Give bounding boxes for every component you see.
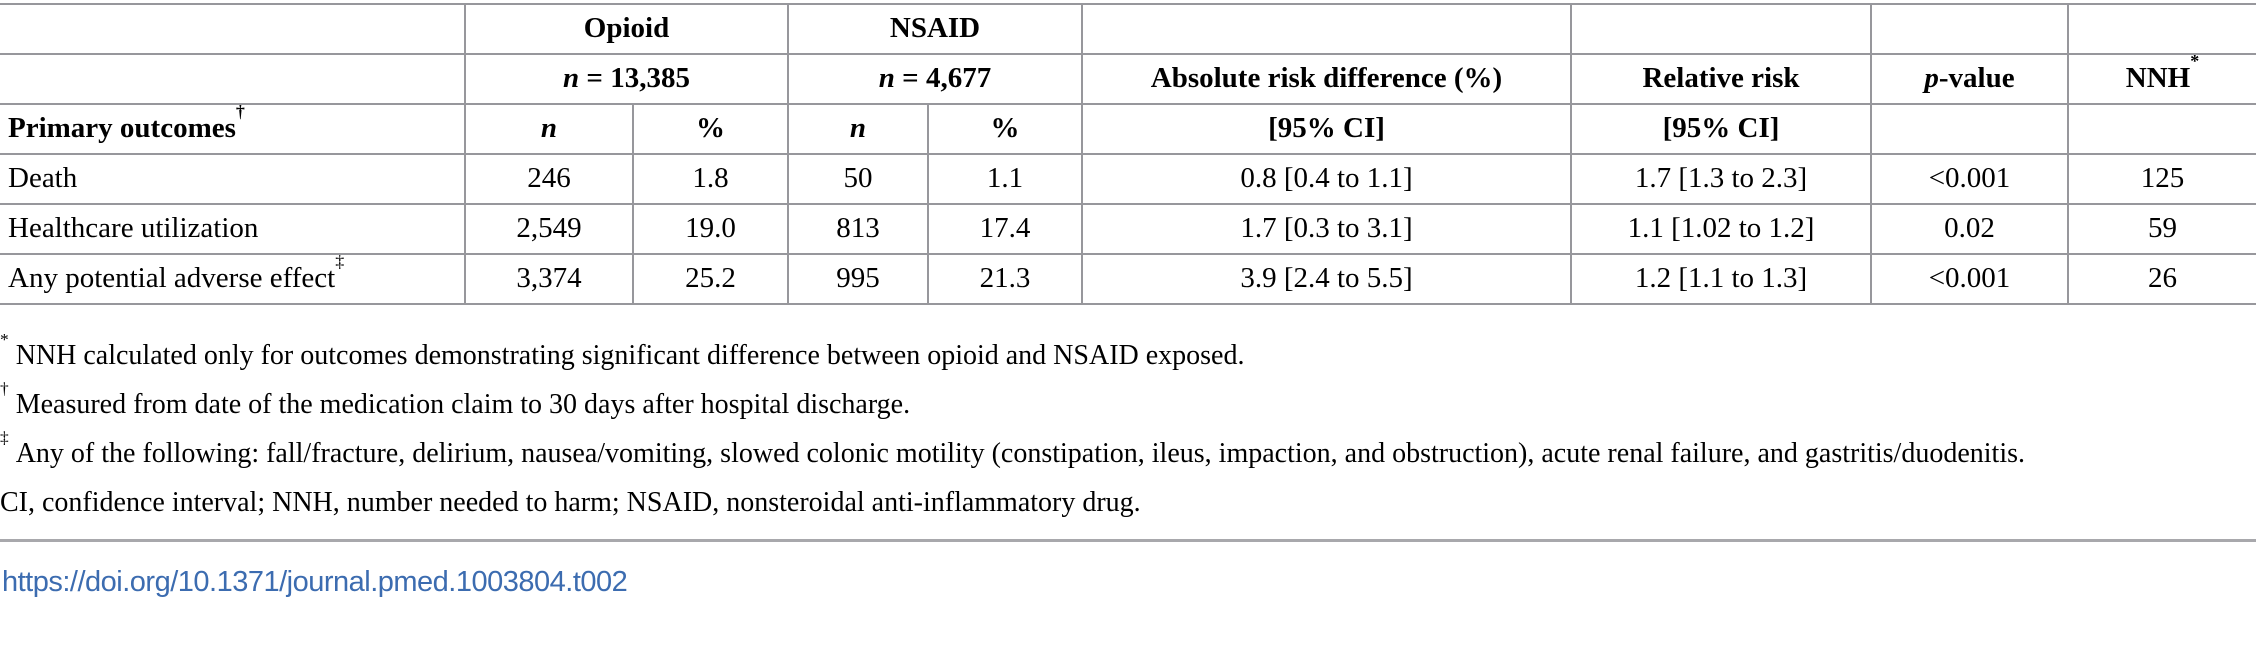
cell-nsaid-n: 50	[788, 154, 929, 205]
footnote-text: NNH calculated only for outcomes demonst…	[15, 340, 1245, 371]
cell-nsaid-n: 813	[788, 204, 929, 255]
n-symbol: n	[540, 112, 558, 145]
empty-cell	[1871, 104, 2069, 155]
cell-rr: 1.1 [1.02 to 1.2]	[1571, 204, 1872, 255]
footnote-text: CI, confidence interval; NNH, number nee…	[0, 487, 1141, 518]
cell-nsaid-n: 995	[788, 254, 929, 305]
divider-rule	[0, 539, 2256, 542]
outcome-label: Healthcare utilization	[0, 204, 466, 255]
cell-nsaid-pct: 21.3	[928, 254, 1083, 305]
footnote-text: Measured from date of the medication cla…	[15, 389, 911, 420]
table-row-death: Death 246 1.8 50 1.1 0.8 [0.4 to 1.1] 1.…	[0, 154, 2256, 205]
primary-outcomes-label: Primary outcomes	[8, 112, 236, 145]
rr-ci-subheader: [95% CI]	[1571, 104, 1872, 155]
footnote-nnh: * NNH calculated only for outcomes demons…	[0, 331, 2196, 380]
cell-opioid-pct: 1.8	[633, 154, 789, 205]
cell-ard: 1.7 [0.3 to 3.1]	[1082, 204, 1572, 255]
outcome-label-text: Any potential adverse effect	[8, 262, 336, 295]
footnote-measured: † Measured from date of the medication cl…	[0, 380, 2196, 429]
header-row-sub: Primary outcomes† n % n % [95% CI] [95% …	[0, 104, 2256, 155]
doi-link[interactable]: https://doi.org/10.1371/journal.pmed.100…	[2, 566, 628, 598]
outcome-label: Any potential adverse effect‡	[0, 254, 466, 305]
ard-ci-subheader: [95% CI]	[1082, 104, 1572, 155]
dagger-marker: †	[0, 379, 9, 398]
cell-nnh: 59	[2068, 204, 2256, 255]
cell-opioid-pct: 19.0	[633, 204, 789, 255]
outcomes-table: Opioid NSAID n = 13,385 n = 4,677 Absolu…	[0, 3, 2256, 305]
cell-rr: 1.7 [1.3 to 2.3]	[1571, 154, 1872, 205]
dagger-marker: †	[235, 104, 245, 121]
empty-cell	[2068, 4, 2256, 55]
nsaid-pct-subheader: %	[928, 104, 1083, 155]
footnote-text: Any of the following: fall/fracture, del…	[15, 438, 2025, 469]
footnotes-block: * NNH calculated only for outcomes demons…	[0, 331, 2256, 527]
outcome-label: Death	[0, 154, 466, 205]
opioid-pct-subheader: %	[633, 104, 789, 155]
cell-p-value: <0.001	[1871, 154, 2069, 205]
empty-cell	[1871, 4, 2069, 55]
outcome-label-text: Death	[8, 162, 78, 195]
cell-nnh: 125	[2068, 154, 2256, 205]
table-row-healthcare-utilization: Healthcare utilization 2,549 19.0 813 17…	[0, 204, 2256, 255]
double-dagger-marker: ‡	[0, 428, 9, 447]
n-symbol: n	[878, 62, 895, 95]
nsaid-n-value: = 4,677	[894, 62, 992, 95]
group-header-opioid: Opioid	[465, 4, 789, 55]
header-row-counts: n = 13,385 n = 4,677 Absolute risk diffe…	[0, 54, 2256, 105]
empty-cell	[1082, 4, 1572, 55]
cell-nsaid-pct: 1.1	[928, 154, 1083, 205]
group-header-nsaid: NSAID	[788, 4, 1083, 55]
n-symbol: n	[563, 62, 580, 95]
nnh-header: NNH*	[2068, 54, 2256, 105]
cell-opioid-n: 3,374	[465, 254, 634, 305]
header-row-groups: Opioid NSAID	[0, 4, 2256, 55]
cell-opioid-n: 246	[465, 154, 634, 205]
empty-cell	[1571, 4, 1872, 55]
opioid-n-header: n = 13,385	[465, 54, 789, 105]
nsaid-n-subheader: n	[788, 104, 929, 155]
asterisk-marker: *	[2190, 54, 2200, 71]
cell-rr: 1.2 [1.1 to 1.3]	[1571, 254, 1872, 305]
cell-nnh: 26	[2068, 254, 2256, 305]
empty-cell	[2068, 104, 2256, 155]
double-dagger-marker: ‡	[335, 254, 345, 271]
cell-nsaid-pct: 17.4	[928, 204, 1083, 255]
primary-outcomes-header: Primary outcomes†	[0, 104, 466, 155]
cell-ard: 3.9 [2.4 to 5.5]	[1082, 254, 1572, 305]
n-symbol: n	[849, 112, 867, 145]
empty-cell	[0, 54, 466, 105]
cell-ard: 0.8 [0.4 to 1.1]	[1082, 154, 1572, 205]
nnh-label: NNH	[2125, 62, 2191, 95]
p-value-header: p-value	[1871, 54, 2069, 105]
asterisk-marker: *	[0, 330, 9, 349]
opioid-n-value: = 13,385	[579, 62, 690, 95]
outcome-label-text: Healthcare utilization	[8, 212, 259, 245]
table-figure: Opioid NSAID n = 13,385 n = 4,677 Absolu…	[0, 3, 2256, 599]
cell-p-value: 0.02	[1871, 204, 2069, 255]
rr-header: Relative risk	[1571, 54, 1872, 105]
cell-p-value: <0.001	[1871, 254, 2069, 305]
table-row-adverse-effect: Any potential adverse effect‡ 3,374 25.2…	[0, 254, 2256, 305]
empty-cell	[0, 4, 466, 55]
cell-opioid-pct: 25.2	[633, 254, 789, 305]
opioid-n-subheader: n	[465, 104, 634, 155]
footnote-adverse-list: ‡ Any of the following: fall/fracture, de…	[0, 429, 2196, 478]
footnote-abbreviations: CI, confidence interval; NNH, number nee…	[0, 478, 2196, 527]
p-value-suffix: -value	[1938, 62, 2015, 95]
p-symbol: p	[1924, 62, 1939, 95]
cell-opioid-n: 2,549	[465, 204, 634, 255]
ard-header: Absolute risk difference (%)	[1082, 54, 1572, 105]
nsaid-n-header: n = 4,677	[788, 54, 1083, 105]
